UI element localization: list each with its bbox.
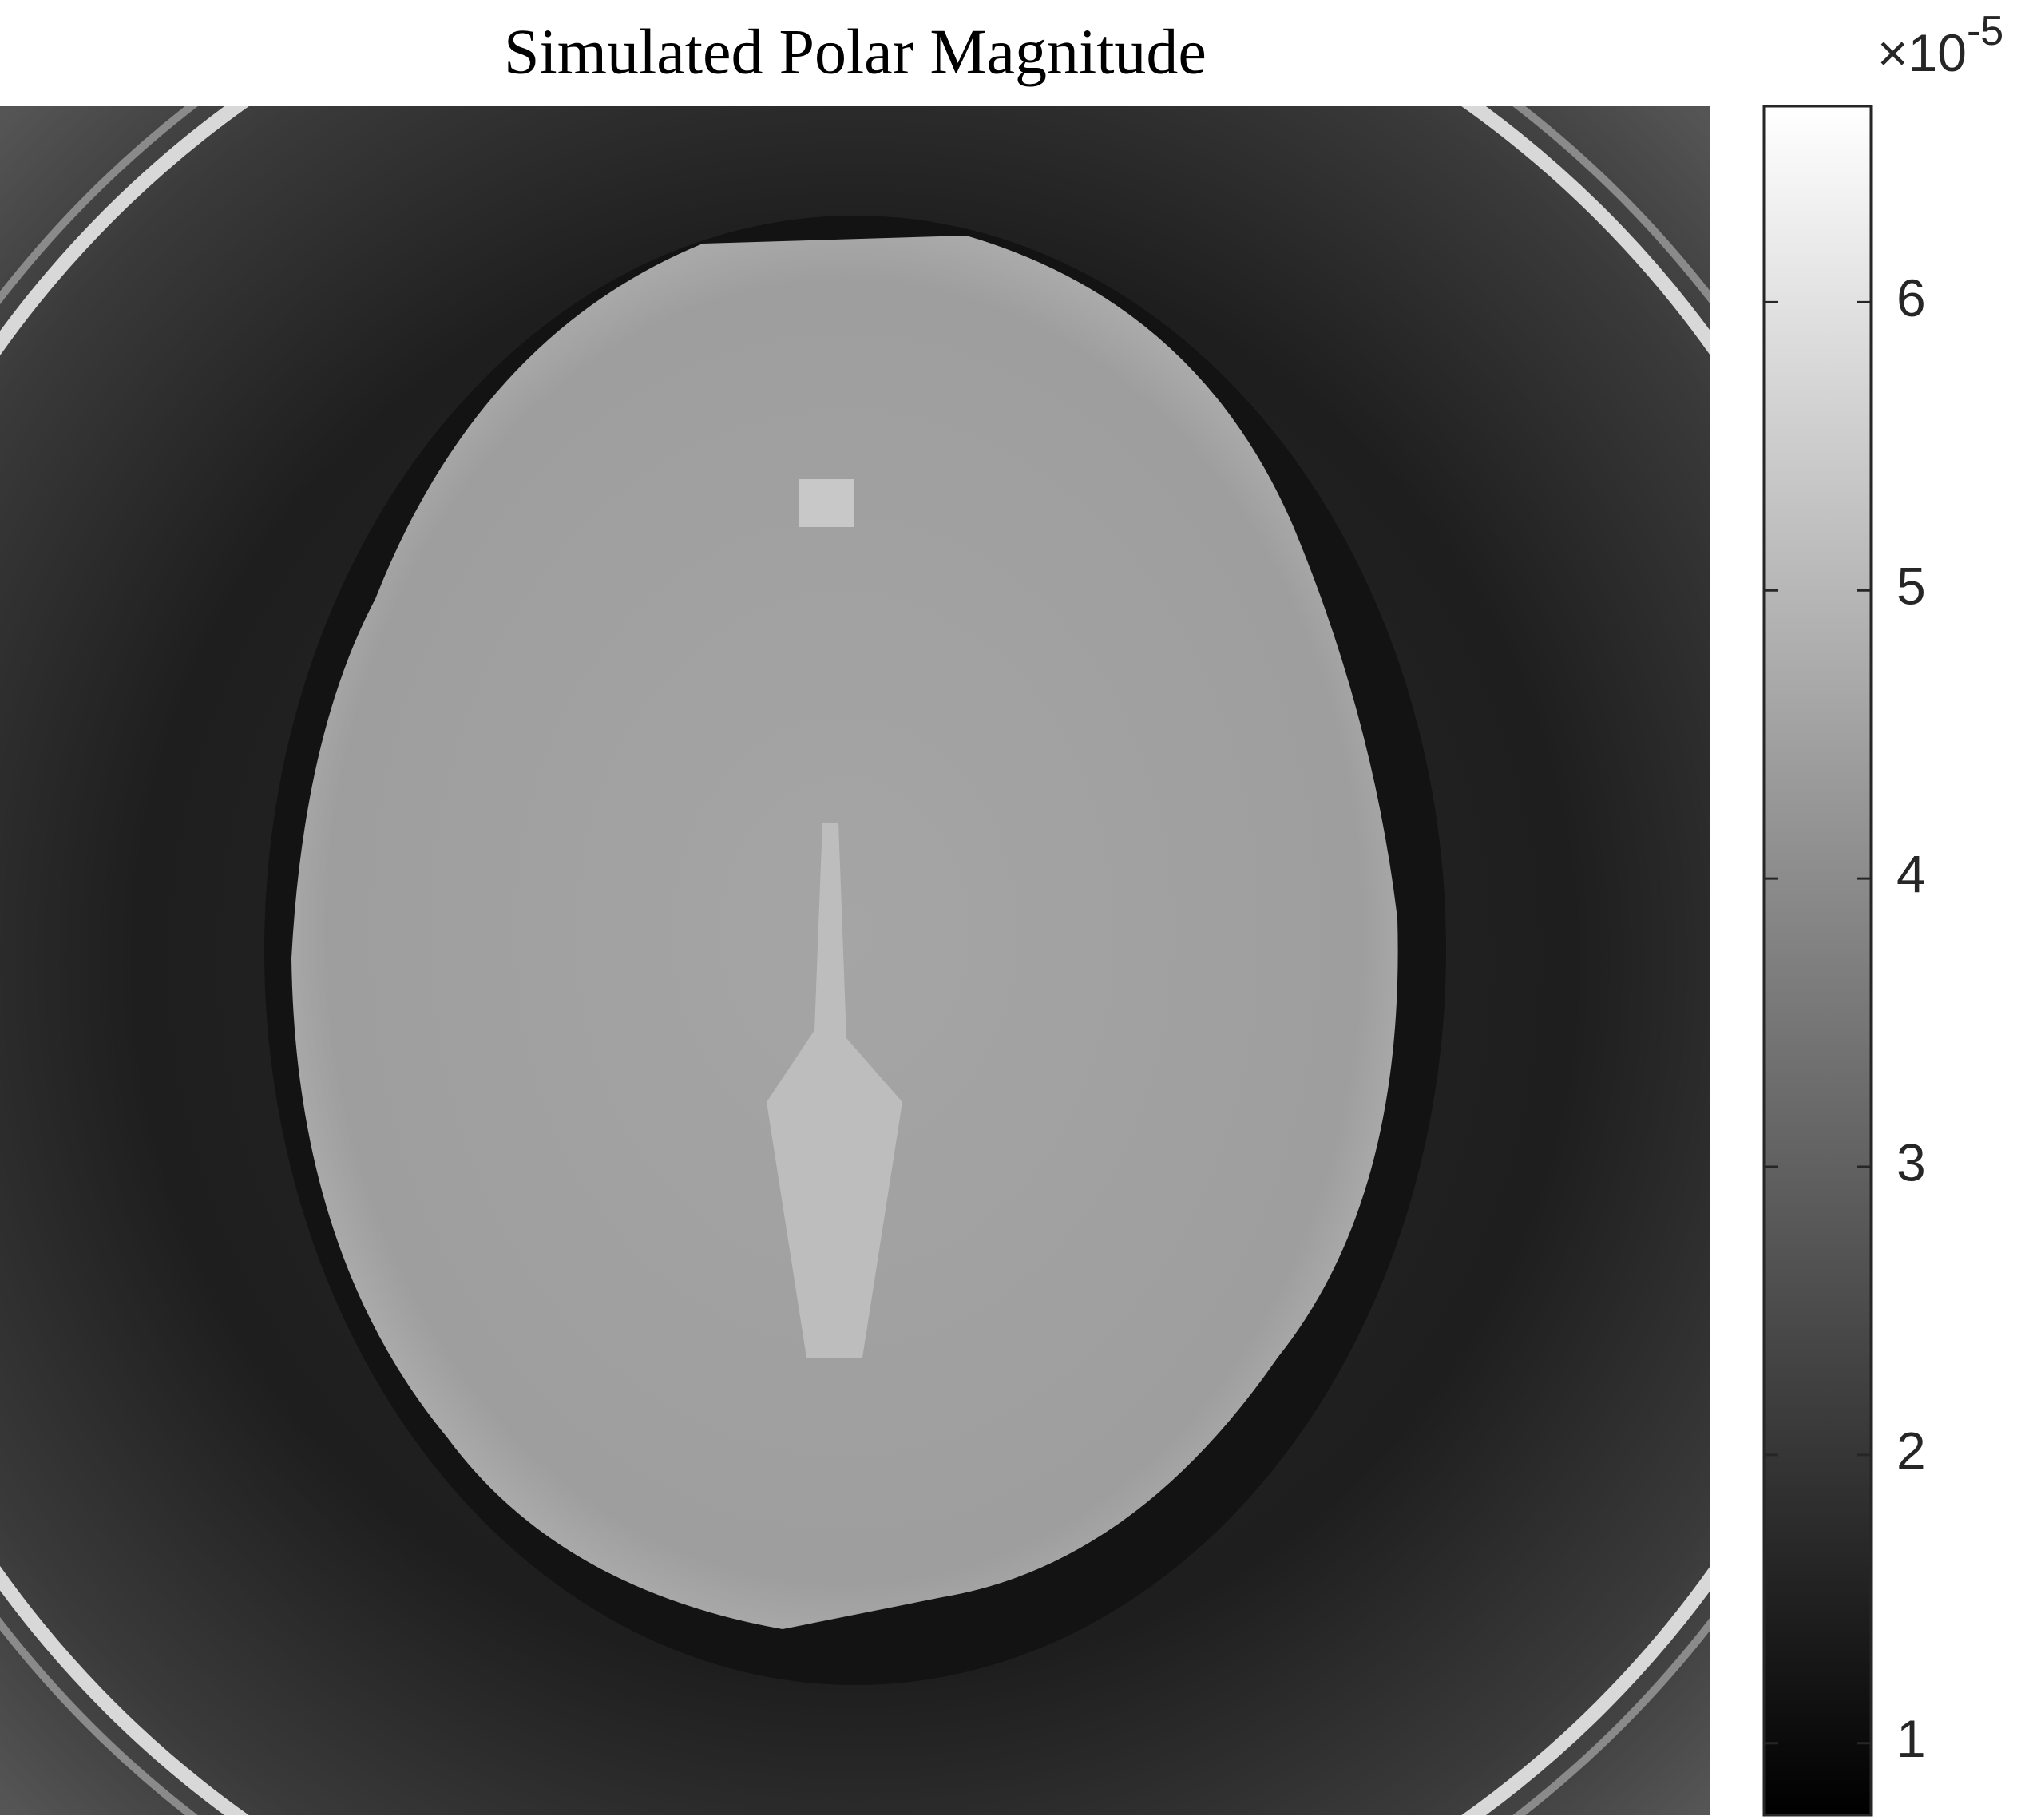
colorbar	[1762, 105, 1873, 1817]
colorbar-tick-label: 2	[1896, 1421, 1926, 1480]
multiplier-base: ×10	[1877, 23, 1967, 82]
colorbar-tick-label: 6	[1896, 268, 1926, 327]
colorbar-tick-label: 5	[1896, 557, 1926, 616]
colorbar-tick-label: 4	[1896, 845, 1926, 904]
colorbar-tick-label: 3	[1896, 1132, 1926, 1192]
colorbar-tick-label: 1	[1896, 1709, 1926, 1768]
multiplier-exponent: -5	[1967, 8, 2003, 54]
chart-title: Simulated Polar Magnitude	[504, 17, 1207, 87]
colorbar-multiplier: ×10-5	[1877, 8, 2003, 83]
image	[0, 106, 1710, 1815]
